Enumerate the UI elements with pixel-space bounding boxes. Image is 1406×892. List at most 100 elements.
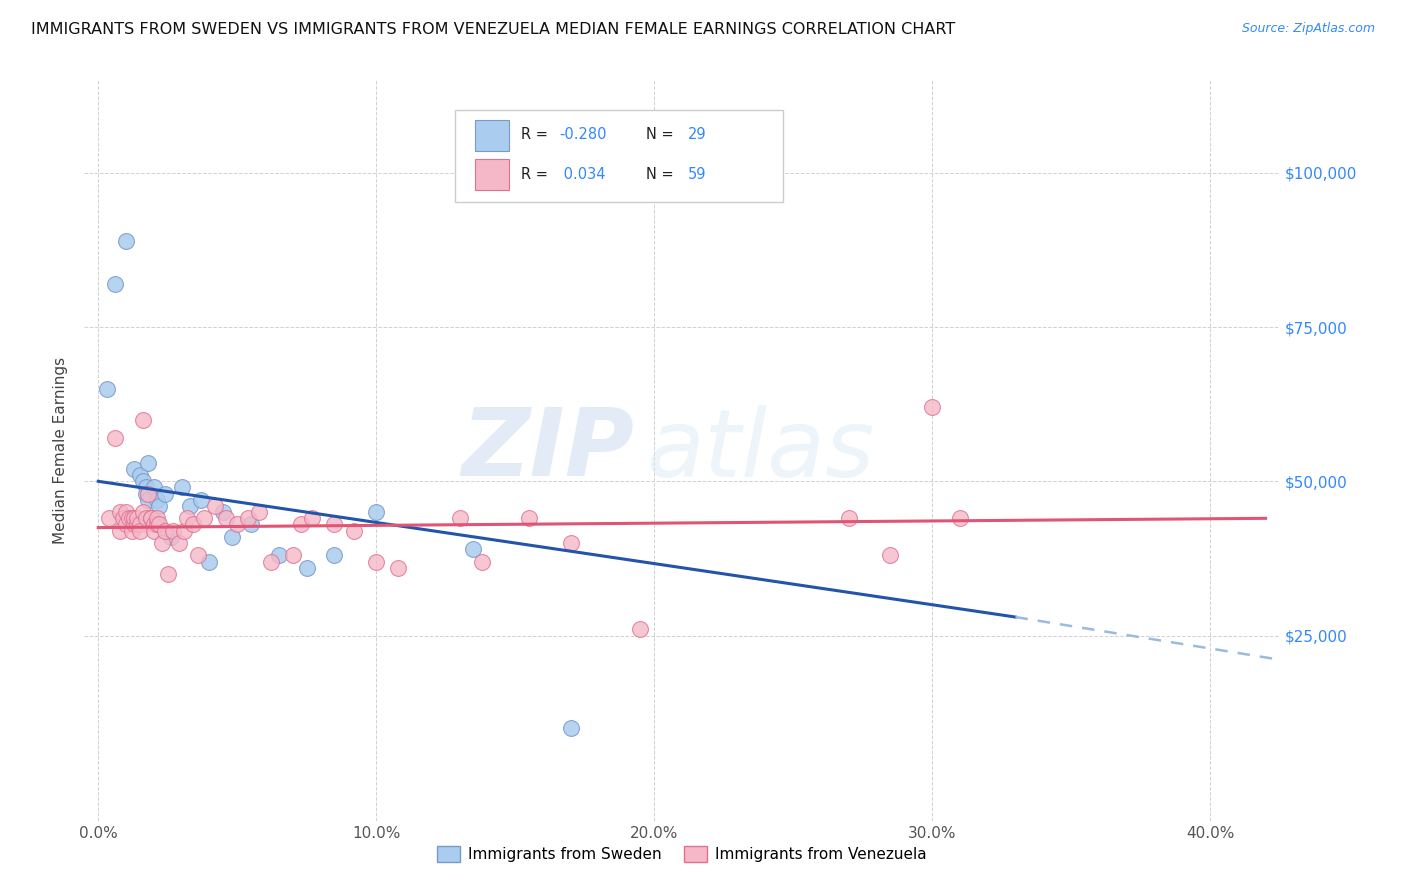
Point: [129, 524, 152, 538]
Point: [134, 480, 156, 494]
Point: [121, 524, 143, 538]
Point: [879, 549, 901, 563]
Point: [129, 468, 152, 483]
FancyBboxPatch shape: [475, 159, 509, 190]
Point: [110, 524, 132, 538]
Point: [181, 517, 204, 532]
Point: [204, 499, 226, 513]
Point: [517, 511, 540, 525]
Point: [366, 554, 388, 569]
Point: [136, 456, 159, 470]
Point: [156, 566, 179, 581]
Point: [187, 549, 209, 563]
Point: [139, 511, 162, 525]
Point: [115, 517, 138, 532]
Point: [124, 511, 146, 525]
Point: [249, 505, 271, 519]
Point: [104, 277, 127, 291]
Point: [921, 401, 943, 415]
Text: Source: ZipAtlas.com: Source: ZipAtlas.com: [1241, 22, 1375, 36]
Point: [267, 549, 290, 563]
FancyBboxPatch shape: [475, 120, 509, 151]
Point: [148, 517, 170, 532]
Point: [136, 486, 159, 500]
Point: [139, 511, 162, 525]
Text: 29: 29: [688, 127, 706, 142]
Point: [290, 517, 312, 532]
Point: [162, 524, 184, 538]
Point: [179, 499, 201, 513]
Point: [198, 554, 221, 569]
Point: [129, 517, 152, 532]
Point: [240, 517, 263, 532]
Text: ZIP: ZIP: [461, 404, 634, 497]
Point: [132, 475, 155, 489]
Point: [387, 560, 409, 574]
Point: [142, 480, 165, 494]
Point: [176, 511, 198, 525]
Point: [127, 511, 149, 525]
Point: [221, 530, 243, 544]
Point: [145, 517, 167, 532]
Point: [449, 511, 471, 525]
Point: [132, 412, 155, 426]
Point: [112, 511, 135, 525]
Point: [190, 492, 212, 507]
Point: [838, 511, 860, 525]
Point: [560, 721, 582, 735]
Text: IMMIGRANTS FROM SWEDEN VS IMMIGRANTS FROM VENEZUELA MEDIAN FEMALE EARNINGS CORRE: IMMIGRANTS FROM SWEDEN VS IMMIGRANTS FRO…: [31, 22, 955, 37]
Point: [134, 486, 156, 500]
Point: [212, 505, 235, 519]
Point: [145, 492, 167, 507]
Text: -0.280: -0.280: [558, 127, 606, 142]
Point: [463, 542, 485, 557]
Point: [132, 505, 155, 519]
Point: [142, 524, 165, 538]
Text: R =: R =: [520, 127, 547, 142]
Point: [323, 517, 346, 532]
Point: [145, 511, 167, 525]
Text: R =: R =: [520, 167, 547, 182]
Text: 0.034: 0.034: [558, 167, 606, 182]
Point: [150, 536, 173, 550]
Point: [142, 517, 165, 532]
Legend: Immigrants from Sweden, Immigrants from Venezuela: Immigrants from Sweden, Immigrants from …: [432, 839, 932, 869]
Y-axis label: Median Female Earnings: Median Female Earnings: [53, 357, 69, 544]
Text: atlas: atlas: [647, 405, 875, 496]
Point: [301, 511, 323, 525]
Point: [159, 530, 181, 544]
Point: [134, 511, 156, 525]
Point: [259, 554, 281, 569]
Point: [115, 234, 138, 248]
Point: [226, 517, 249, 532]
Point: [127, 517, 149, 532]
Point: [295, 560, 318, 574]
FancyBboxPatch shape: [456, 110, 783, 202]
Point: [124, 462, 146, 476]
Point: [173, 524, 195, 538]
Point: [136, 492, 159, 507]
Point: [170, 480, 193, 494]
Point: [98, 511, 121, 525]
Point: [193, 511, 215, 525]
Point: [96, 382, 118, 396]
Text: N =: N =: [647, 127, 673, 142]
Point: [110, 505, 132, 519]
Point: [124, 517, 146, 532]
Point: [153, 486, 176, 500]
Text: 59: 59: [688, 167, 706, 182]
Point: [323, 549, 346, 563]
Point: [215, 511, 238, 525]
Point: [366, 505, 388, 519]
Point: [560, 536, 582, 550]
Text: N =: N =: [647, 167, 673, 182]
Point: [115, 505, 138, 519]
Point: [153, 524, 176, 538]
Point: [118, 511, 141, 525]
Point: [238, 511, 260, 525]
Point: [148, 499, 170, 513]
Point: [281, 549, 304, 563]
Point: [167, 536, 190, 550]
Point: [343, 524, 366, 538]
Point: [471, 554, 494, 569]
